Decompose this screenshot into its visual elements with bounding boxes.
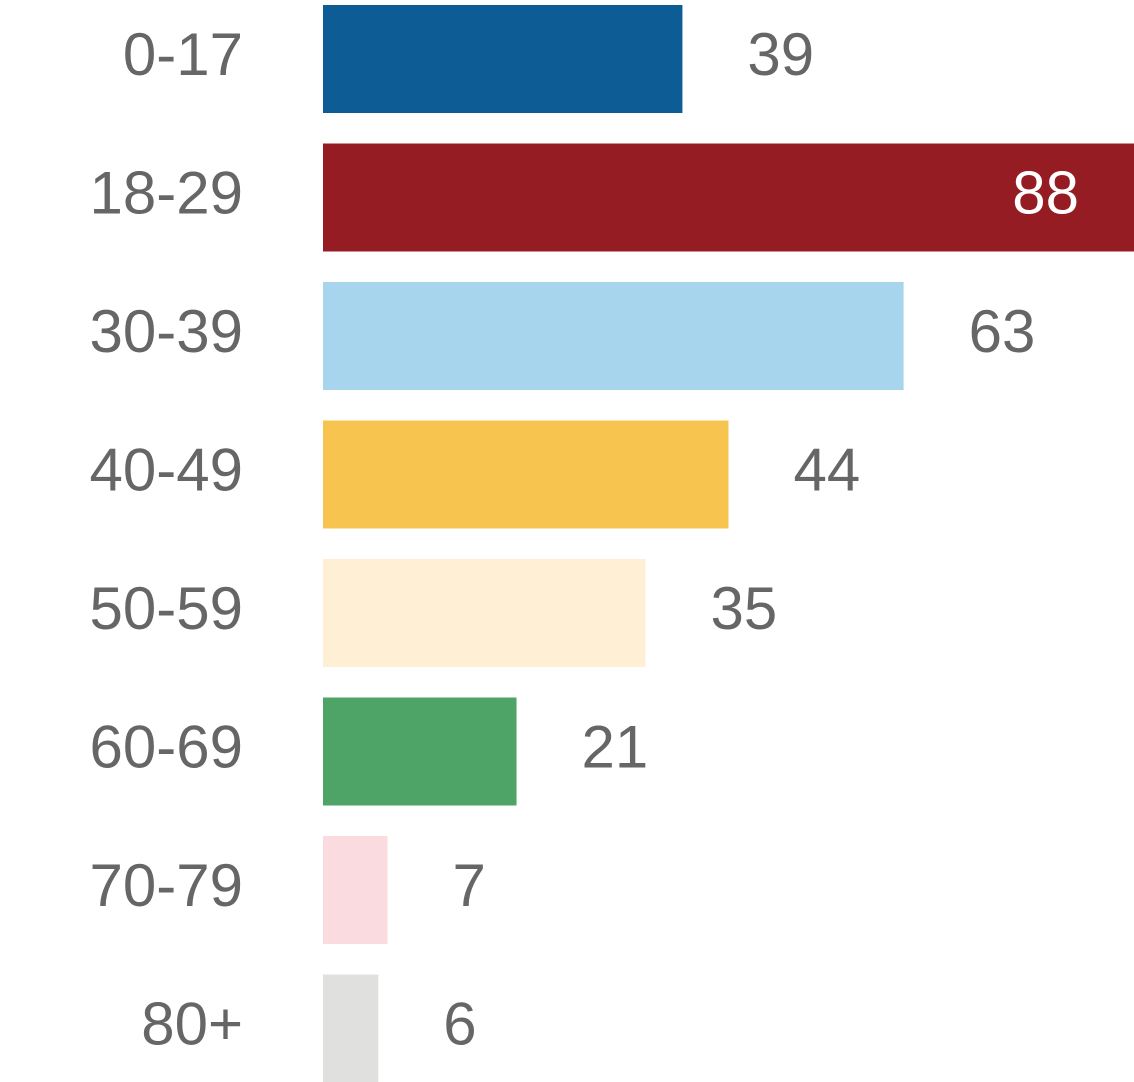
category-label: 60-69 (90, 713, 243, 780)
bar (323, 282, 904, 390)
bar (323, 143, 1134, 252)
bar (323, 836, 388, 944)
bar (323, 420, 729, 529)
value-label: 88 (1012, 159, 1079, 226)
category-label: 50-59 (90, 575, 243, 642)
value-label: 21 (582, 713, 649, 780)
category-label: 40-49 (90, 436, 243, 503)
value-label: 7 (453, 852, 486, 919)
bar (323, 974, 379, 1082)
bar (323, 5, 683, 113)
value-label: 39 (747, 21, 814, 88)
value-label: 35 (711, 575, 778, 642)
bar (323, 697, 517, 806)
category-label: 0-17 (123, 21, 243, 88)
category-label: 70-79 (90, 852, 243, 919)
bar (323, 559, 646, 667)
category-label: 18-29 (90, 159, 243, 226)
value-label: 6 (443, 990, 476, 1057)
value-label: 44 (794, 436, 861, 503)
value-label: 63 (969, 298, 1036, 365)
category-label: 80+ (141, 990, 243, 1057)
category-label: 30-39 (90, 298, 243, 365)
